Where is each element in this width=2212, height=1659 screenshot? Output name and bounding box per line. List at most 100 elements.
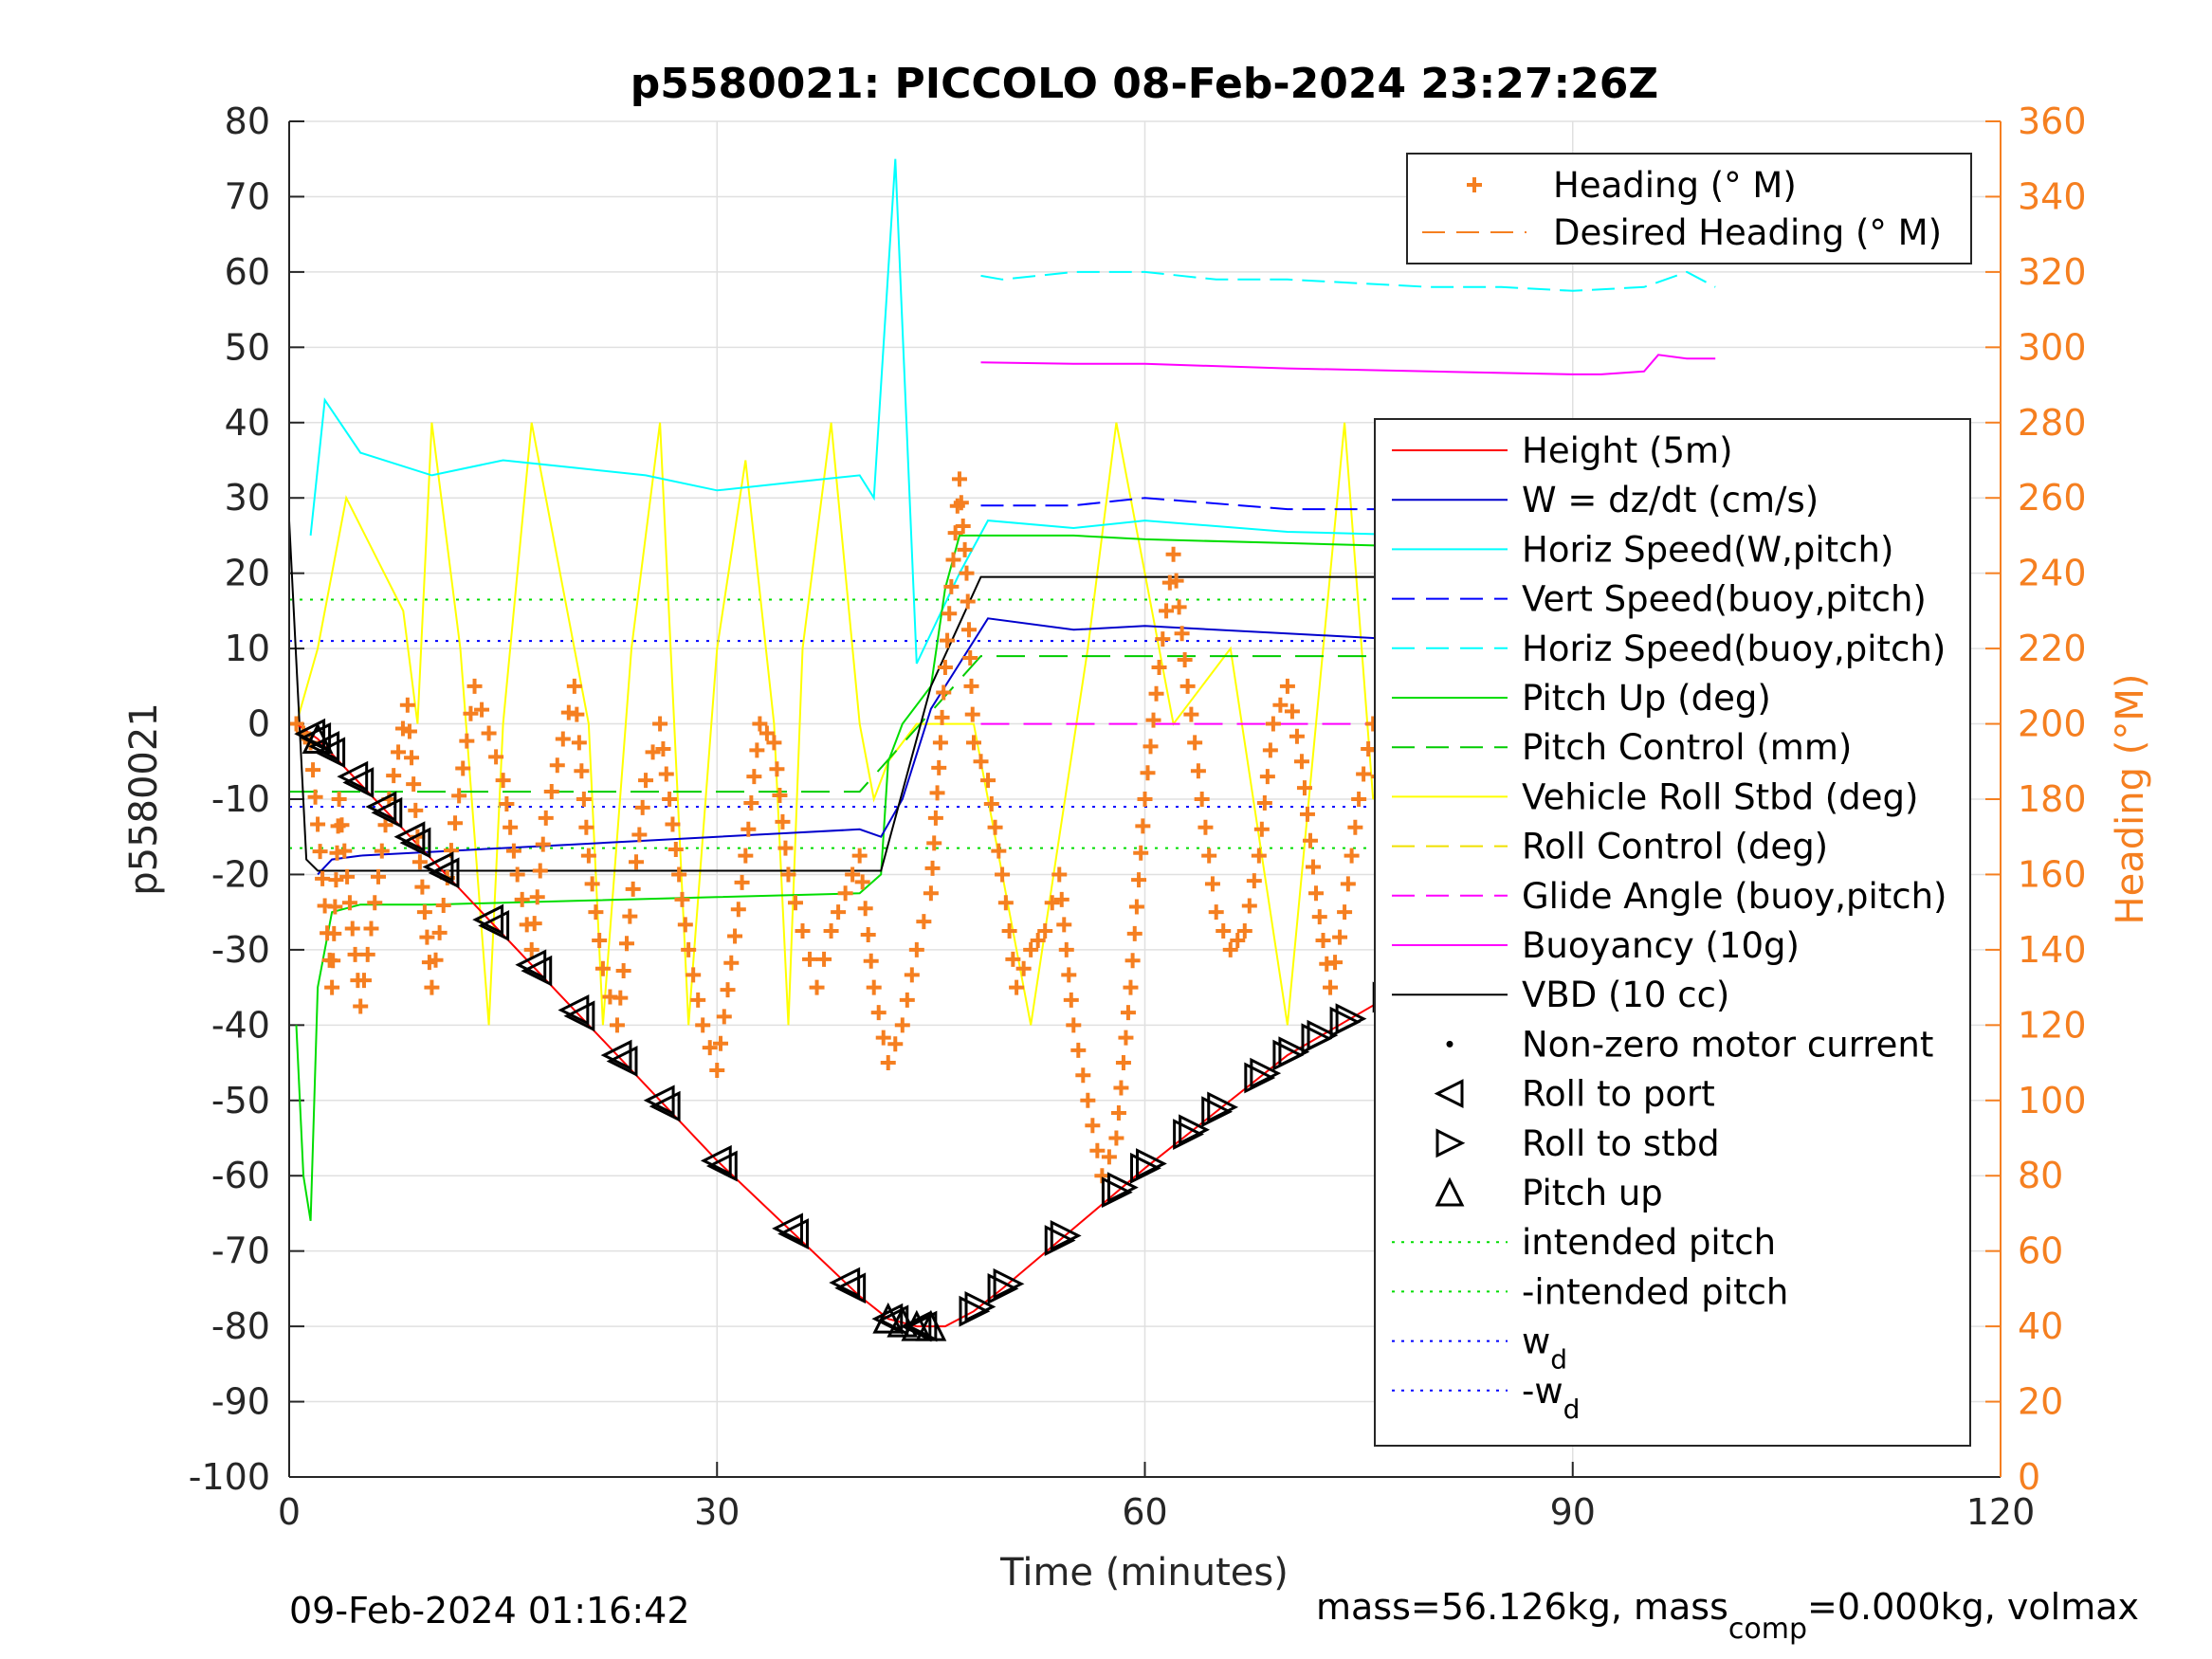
heading-point <box>1340 876 1356 892</box>
series-buoyancy <box>980 354 1716 375</box>
heading-point <box>645 744 661 760</box>
heading-point <box>1113 1080 1129 1096</box>
y-right-tick-label: 260 <box>2018 477 2087 519</box>
heading-point <box>612 990 629 1006</box>
heading-point <box>1085 1118 1101 1134</box>
heading-point <box>622 908 638 924</box>
heading-point <box>1023 941 1039 957</box>
heading-point <box>488 749 504 765</box>
heading-point <box>923 885 939 902</box>
heading-point <box>945 552 961 568</box>
heading-point <box>831 904 847 921</box>
heading-point <box>777 840 794 856</box>
heading-point <box>899 992 915 1008</box>
legend-entry-name: Pitch Control (mm) <box>1522 727 1852 768</box>
heading-point <box>359 946 375 962</box>
footer-timestamp: 09-Feb-2024 01:16:42 <box>289 1590 690 1632</box>
heading-point <box>451 788 467 804</box>
roll-marker-up <box>887 1305 919 1338</box>
heading-point <box>904 967 920 983</box>
heading-point <box>1140 765 1156 781</box>
heading-point <box>937 659 953 675</box>
heading-point <box>1265 716 1281 732</box>
heading-point <box>1296 780 1312 796</box>
heading-point <box>1005 951 1021 967</box>
heading-point <box>1272 697 1289 713</box>
legend-entry: -wd <box>1522 1371 1580 1425</box>
heading-point <box>749 742 765 758</box>
y-right-tick-label: 0 <box>2018 1456 2040 1498</box>
y-tick-label: -90 <box>211 1381 270 1423</box>
y-tick-label: -100 <box>189 1456 270 1498</box>
heading-point <box>916 914 932 930</box>
heading-point <box>535 836 551 852</box>
heading-point <box>1118 1030 1134 1046</box>
legend-box <box>1406 153 1972 264</box>
heading-point <box>875 1030 891 1046</box>
roll-marker-left <box>422 851 454 883</box>
heading-point <box>695 1017 711 1033</box>
heading-point <box>1137 792 1153 807</box>
heading-point <box>324 979 340 995</box>
roll-marker-right <box>1179 1114 1210 1146</box>
heading-point <box>1159 603 1175 619</box>
heading-point <box>960 593 976 610</box>
legend-symbol <box>1435 1128 1466 1158</box>
heading-point <box>743 794 759 811</box>
roll-marker-left <box>472 903 504 936</box>
heading-point <box>1128 899 1144 915</box>
legend-entry-name: intended pitch <box>1522 1222 1776 1263</box>
heading-point <box>363 921 379 937</box>
roll-marker-left <box>393 821 426 853</box>
heading-point <box>629 854 645 870</box>
heading-point <box>1131 872 1147 888</box>
heading-point <box>584 876 600 892</box>
heading-point <box>860 927 876 942</box>
heading-point <box>455 760 471 776</box>
legend-entry: Buoyancy (10g) <box>1522 925 1800 966</box>
heading-point <box>671 866 687 883</box>
heading-point <box>927 810 943 826</box>
heading-point <box>951 471 967 487</box>
heading-point <box>759 725 775 741</box>
y-tick-label: -20 <box>211 853 270 895</box>
legend-entry: wd <box>1522 1322 1567 1376</box>
legend-entry: Vehicle Roll Stbd (deg) <box>1522 776 1918 817</box>
legend-entry: VBD (10 cc) <box>1522 975 1729 1015</box>
heading-point <box>576 792 592 807</box>
heading-point <box>592 932 608 948</box>
heading-point <box>1327 955 1344 971</box>
legend-entry-name: Buoyancy (10g) <box>1522 925 1800 966</box>
roll-marker-right <box>1335 1003 1367 1035</box>
y-right-tick-label: 100 <box>2018 1080 2087 1121</box>
heading-point <box>962 650 978 666</box>
heading-point <box>1124 953 1141 969</box>
roll-marker-left <box>700 1144 732 1176</box>
heading-point <box>665 816 681 832</box>
heading-point <box>926 835 942 851</box>
heading-point <box>851 848 868 864</box>
heading-point <box>1075 1067 1091 1084</box>
y-tick-label: 40 <box>225 402 270 444</box>
heading-point <box>1194 792 1210 807</box>
y-tick-label: 0 <box>247 703 270 745</box>
heading-point <box>686 967 702 983</box>
heading-point <box>638 773 654 789</box>
heading-point <box>435 897 451 913</box>
heading-point <box>1165 546 1181 562</box>
heading-point <box>1251 848 1267 864</box>
roll-marker-left <box>705 1150 738 1182</box>
y-right-tick-label: 240 <box>2018 553 2087 594</box>
heading-point <box>1070 1042 1087 1058</box>
legend-entry: -intended pitch <box>1522 1271 1788 1312</box>
heading-point <box>863 953 879 969</box>
heading-point <box>505 843 521 859</box>
heading-point <box>1262 742 1278 758</box>
heading-point <box>1279 678 1295 694</box>
heading-point <box>709 1063 725 1078</box>
roll-marker-left <box>521 955 553 987</box>
legend-entry-name: Horiz Speed(W,pitch) <box>1522 529 1893 570</box>
legend-entry-name: Non-zero motor current <box>1522 1024 1933 1065</box>
heading-point <box>674 891 690 907</box>
heading-point <box>924 860 941 876</box>
